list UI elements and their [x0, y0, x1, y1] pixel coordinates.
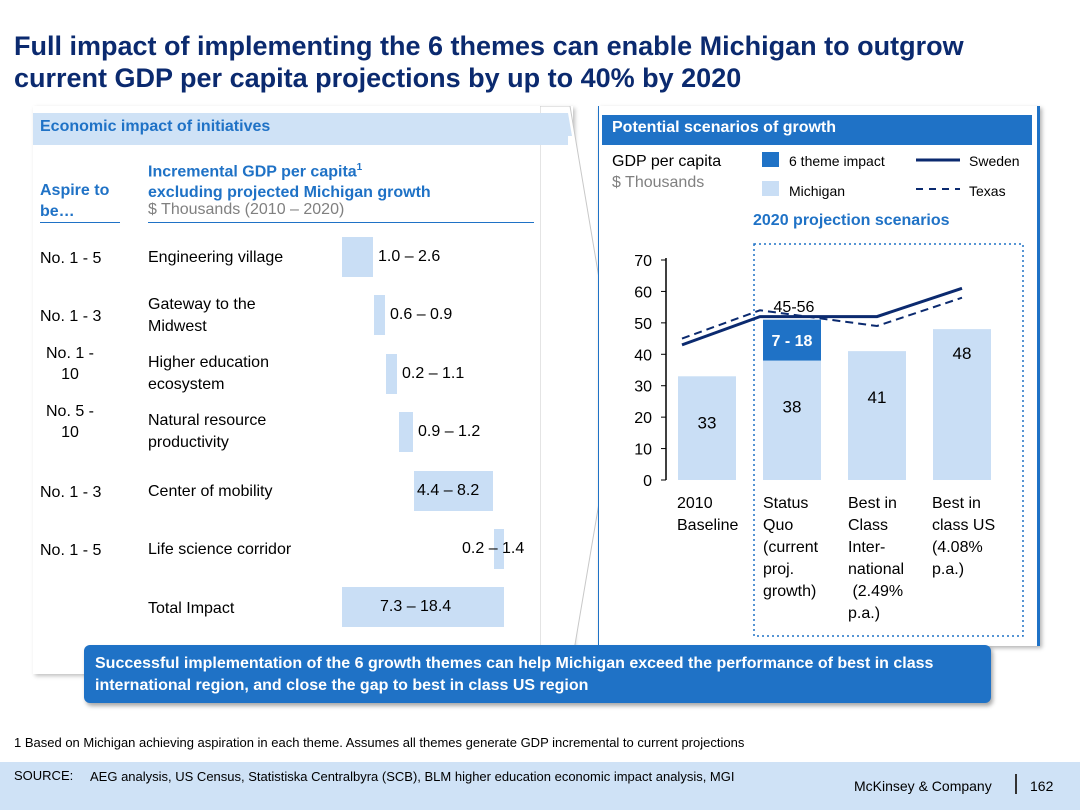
- y-tick-label: 40: [634, 347, 652, 364]
- legend-line-samples: [916, 158, 960, 190]
- michigan-bar-label: 33: [698, 413, 717, 432]
- aspire-rank: No. 1 - 5: [40, 542, 102, 559]
- michigan-bar: [678, 376, 736, 480]
- legend-sweden: Sweden: [969, 153, 1020, 169]
- initiative-label: Gateway to the Midwest: [148, 296, 256, 335]
- right-panel-title: Potential scenarios of growth: [612, 119, 837, 136]
- conclusion-text: Successful implementation of the 6 growt…: [95, 655, 934, 694]
- waterfall-value: 0.2 – 1.4: [462, 540, 525, 557]
- waterfall-bar: [494, 529, 504, 569]
- y-tick-label: 10: [634, 442, 652, 459]
- legend-michigan: Michigan: [789, 183, 846, 199]
- gdp-scenario-chart: 0 10 20 30 40 50 60 70 33 38 41 48 7 - 18 45-56: [634, 243, 1024, 637]
- aspire-header-rule: [40, 222, 120, 223]
- page-number: 162: [1030, 778, 1054, 794]
- range-label: 45-56: [774, 299, 815, 316]
- waterfall-bar: [342, 237, 373, 277]
- initiative-label: Natural resource productivity: [148, 412, 267, 451]
- x-category-label: 2010 Baseline: [677, 495, 739, 534]
- left-panel-title: Economic impact of initiatives: [40, 118, 271, 135]
- michigan-bar: [763, 360, 821, 480]
- aspire-rank: No. 1 - 5: [40, 250, 102, 267]
- gdp-column-header: Incremental GDP per capita1 excluding pr…: [148, 157, 431, 203]
- chart-metric-label: GDP per capita: [612, 153, 722, 170]
- legend-texas: Texas: [969, 183, 1006, 199]
- source-text: AEG analysis, US Census, Statistiska Cen…: [90, 769, 735, 784]
- y-tick-label: 50: [634, 316, 652, 333]
- waterfall-bar: [374, 295, 385, 335]
- total-impact-bar: [342, 587, 504, 627]
- right-panel-header: [602, 115, 1032, 145]
- legend-swatch-theme-impact: [762, 152, 779, 167]
- michigan-bar-label: 41: [868, 388, 887, 407]
- initiative-label: Engineering village: [148, 249, 284, 266]
- aspire-rank: No. 1 - 10: [40, 343, 110, 385]
- waterfall-bar: [399, 412, 413, 452]
- theme-impact-label: 7 - 18: [772, 333, 813, 350]
- footnote: 1 Based on Michigan achieving aspiration…: [14, 735, 745, 750]
- footer-bar: [0, 762, 1080, 810]
- x-category-label: Best in class US (4.08% p.a.): [932, 495, 996, 578]
- initiative-label: Higher education ecosystem: [148, 354, 269, 393]
- projection-scenarios-box: [753, 243, 1024, 637]
- footer-separator: [1015, 774, 1017, 794]
- aspire-rank-text: No. 1 - 10: [45, 345, 94, 383]
- source-label: SOURCE:: [14, 768, 74, 783]
- sweden-line: [681, 286, 963, 347]
- waterfall-value: 0.2 – 1.1: [402, 365, 465, 382]
- left-panel-header: [33, 113, 568, 145]
- initiative-label: Center of mobility: [148, 483, 273, 500]
- michigan-bar: [933, 329, 991, 480]
- waterfall-value: 1.0 – 2.6: [378, 248, 441, 265]
- total-impact-value: 7.3 – 18.4: [380, 598, 452, 615]
- theme-impact-bar: [763, 319, 821, 361]
- y-tick-label: 60: [634, 284, 652, 301]
- chart-units-label: $ Thousands: [612, 174, 705, 191]
- gdp-column-units: $ Thousands (2010 – 2020): [148, 201, 345, 218]
- aspire-rank-text: No. 5 - 10: [45, 403, 94, 441]
- y-tick-label: 20: [634, 410, 652, 427]
- brand-name: McKinsey & Company: [854, 778, 992, 794]
- initiative-label: Life science corridor: [148, 541, 292, 558]
- footnote-marker: 1: [356, 162, 363, 173]
- x-category-label: Best in Class Inter- national (2.49% p.a…: [848, 495, 905, 622]
- conclusion-callout: [84, 645, 991, 703]
- aspire-rank: No. 5 - 10: [40, 401, 110, 443]
- aspire-rank: No. 1 - 3: [40, 484, 102, 501]
- y-tick-label: 30: [634, 379, 652, 396]
- aspire-column-header: Aspire to be…: [40, 182, 110, 220]
- waterfall-value: 4.4 – 8.2: [417, 482, 480, 499]
- y-tick-label: 70: [634, 253, 652, 270]
- legend-theme-impact: 6 theme impact: [789, 153, 885, 169]
- waterfall-bar: [414, 471, 493, 511]
- gdp-header-line2: excluding projected Michigan growth: [148, 184, 431, 202]
- waterfall-value: 0.6 – 0.9: [390, 306, 453, 323]
- gdp-header-line1: Incremental GDP per capita: [148, 163, 357, 181]
- texas-line: [681, 296, 963, 340]
- aspire-rank: No. 1 - 3: [40, 308, 102, 325]
- michigan-bar: [848, 351, 906, 480]
- legend-swatch-michigan: [762, 181, 779, 196]
- waterfall-value: 0.9 – 1.2: [418, 423, 481, 440]
- total-impact-label: Total Impact: [148, 600, 235, 617]
- y-tick-label: 0: [643, 473, 652, 490]
- page-title: Full impact of implementing the 6 themes…: [14, 31, 964, 93]
- gdp-header-rule: [148, 222, 534, 223]
- x-category-label: Status Quo (current proj. growth): [763, 495, 819, 600]
- projection-scenarios-title: 2020 projection scenarios: [753, 212, 950, 229]
- left-panel: [33, 106, 573, 674]
- michigan-bar-label: 48: [953, 344, 972, 363]
- michigan-bar-label: 38: [783, 398, 802, 417]
- waterfall-bar: [386, 354, 397, 394]
